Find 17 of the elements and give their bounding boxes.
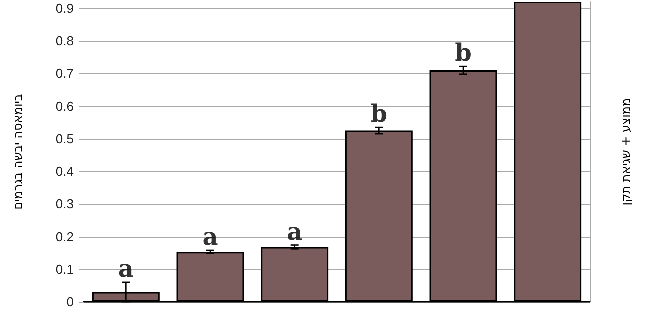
y-tick-label: 0 bbox=[66, 294, 74, 310]
annotation: b bbox=[455, 38, 472, 68]
y-tick-label: 0.4 bbox=[56, 164, 74, 180]
annotation: a bbox=[118, 254, 134, 283]
annotation: b bbox=[370, 99, 388, 128]
y-tick-label: 0.9 bbox=[56, 1, 74, 16]
y-axis-title: ביומאסה יבשה בגרמים bbox=[11, 94, 25, 210]
y2-axis-title: ממוצע + שגיאת תקן bbox=[619, 98, 633, 206]
y-tick-label: 0.6 bbox=[56, 98, 74, 114]
annotation: a bbox=[202, 222, 218, 251]
y-tick-label: 0.8 bbox=[56, 34, 74, 49]
y-tick-label: 0.7 bbox=[56, 66, 74, 82]
y-tick-label: 0.1 bbox=[56, 262, 74, 277]
y-tick-label: 0.5 bbox=[56, 131, 74, 146]
annotation: a bbox=[287, 216, 303, 246]
y-tick-label: 0.3 bbox=[56, 196, 74, 212]
y-tick-label: 0.2 bbox=[56, 229, 74, 244]
